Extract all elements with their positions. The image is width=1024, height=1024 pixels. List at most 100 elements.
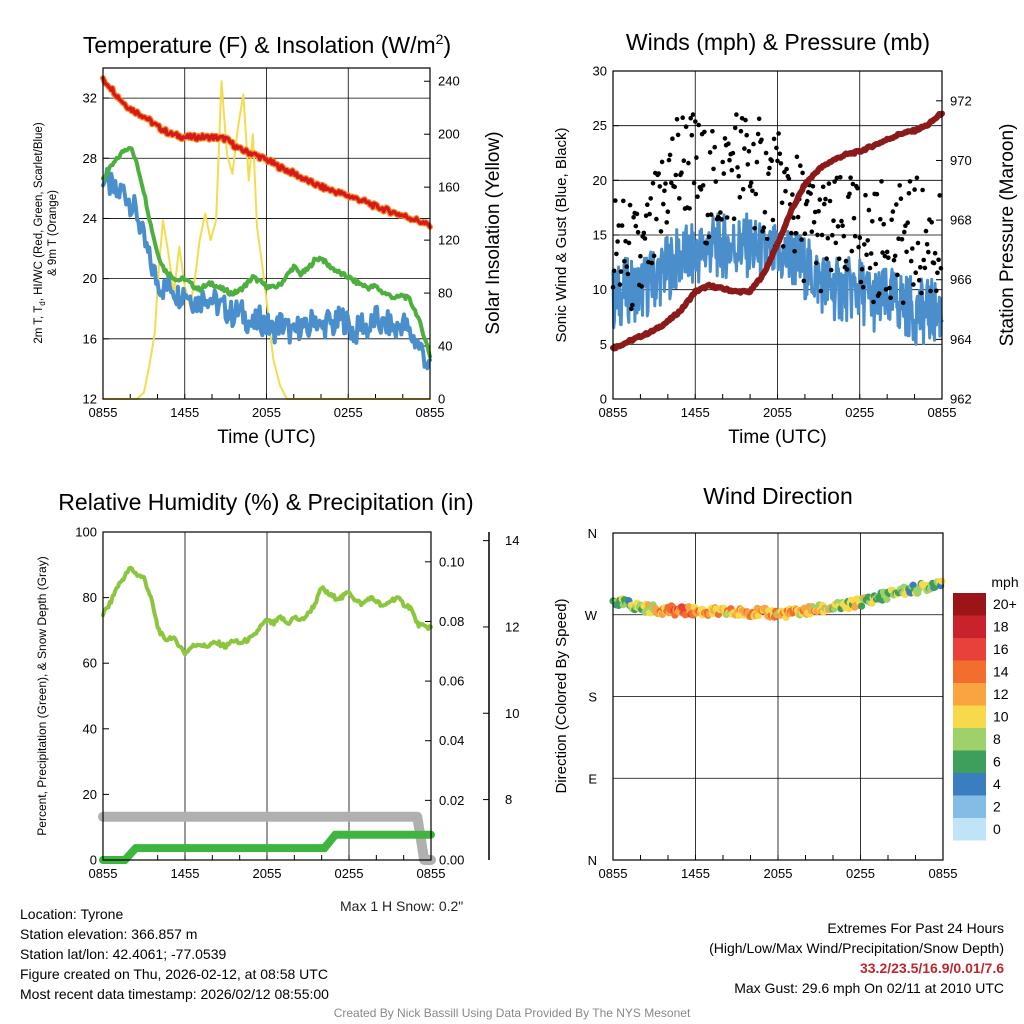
gust-point bbox=[790, 192, 795, 197]
gust-point bbox=[750, 188, 755, 194]
gust-point bbox=[679, 170, 684, 175]
gust-point bbox=[734, 112, 739, 117]
gust-point bbox=[711, 166, 716, 172]
gust-point bbox=[677, 196, 682, 201]
gust-point bbox=[639, 284, 644, 289]
gust-point bbox=[705, 212, 711, 218]
gust-point bbox=[808, 191, 813, 196]
gust-point bbox=[617, 282, 623, 287]
y-tick-label: 10 bbox=[593, 282, 607, 297]
gust-point bbox=[661, 201, 666, 207]
gust-point bbox=[793, 230, 799, 236]
gust-point bbox=[752, 226, 757, 231]
temperature-panel: Temperature (F) & Insolation (W/m2)0855 1… bbox=[33, 31, 504, 448]
gust-point bbox=[847, 191, 852, 197]
plot-frame bbox=[102, 67, 431, 400]
gust-point bbox=[654, 216, 659, 222]
gust-point bbox=[681, 158, 687, 163]
x-tick-label: 1455 bbox=[170, 405, 199, 420]
x-tick-label: 2055 bbox=[764, 866, 793, 881]
gust-point bbox=[830, 232, 835, 238]
gust-point bbox=[918, 265, 923, 270]
y2-tick-label: 40 bbox=[438, 339, 452, 354]
gust-point bbox=[814, 260, 819, 266]
y2-tick-label: 240 bbox=[438, 74, 460, 89]
precip-tick-label: 0.10 bbox=[439, 554, 464, 569]
legend-label: 0 bbox=[993, 821, 1001, 837]
gust-point bbox=[651, 253, 657, 259]
gust-point bbox=[735, 165, 740, 170]
location-text: Location: Tyrone bbox=[20, 906, 124, 922]
gust-point bbox=[729, 167, 735, 173]
gust-point bbox=[690, 112, 696, 117]
gust-point bbox=[751, 141, 756, 147]
y-tick-label: N bbox=[588, 526, 597, 541]
gust-point bbox=[802, 231, 808, 236]
gust-point bbox=[884, 249, 890, 255]
gust-point bbox=[650, 181, 656, 186]
snow-tick-label: 8 bbox=[505, 792, 512, 807]
gust-point bbox=[619, 223, 625, 228]
gust-point bbox=[860, 284, 866, 290]
gust-point bbox=[857, 235, 863, 240]
gust-point bbox=[913, 270, 918, 276]
extremes-title: Extremes For Past 24 Hours bbox=[827, 920, 1004, 936]
gust-point bbox=[672, 184, 677, 190]
gust-point bbox=[899, 237, 905, 242]
gust-point bbox=[710, 129, 715, 134]
x-tick-label: 0855 bbox=[416, 405, 445, 420]
gust-point bbox=[819, 232, 825, 238]
chart-title: Wind Direction bbox=[703, 483, 853, 509]
y-tick-label: 16 bbox=[83, 331, 97, 346]
extremes-subtitle: (High/Low/Max Wind/Precipitation/Snow De… bbox=[709, 940, 1004, 956]
gust-point bbox=[629, 306, 634, 312]
gust-point bbox=[822, 201, 827, 207]
gust-point bbox=[695, 194, 700, 199]
direction-point bbox=[938, 577, 946, 585]
gust-point bbox=[618, 269, 624, 274]
x-tick-label: 0855 bbox=[417, 866, 446, 881]
gust-point bbox=[683, 124, 689, 129]
gust-point bbox=[914, 175, 920, 181]
gust-point bbox=[658, 229, 664, 234]
gust-point bbox=[886, 255, 891, 260]
gust-point bbox=[754, 159, 760, 165]
gust-point bbox=[666, 157, 672, 163]
y-tick-label: 24 bbox=[83, 211, 97, 226]
gust-point bbox=[748, 180, 754, 186]
gust-point bbox=[779, 200, 785, 206]
gust-point bbox=[721, 171, 727, 176]
gust-point bbox=[687, 206, 692, 211]
gust-point bbox=[777, 151, 783, 157]
x-axis-label: Time (UTC) bbox=[217, 427, 316, 448]
gust-point bbox=[775, 158, 780, 164]
gust-point bbox=[627, 202, 633, 208]
gust-point bbox=[766, 171, 771, 176]
gust-point bbox=[825, 235, 831, 241]
gust-point bbox=[839, 218, 844, 224]
gust-point bbox=[896, 236, 901, 241]
y-tick-label: 5 bbox=[600, 337, 607, 352]
y-tick-label: N bbox=[588, 853, 597, 868]
gust-point bbox=[657, 184, 663, 189]
gust-point bbox=[849, 248, 855, 254]
gust-point bbox=[623, 238, 628, 244]
precip-tick-label: 0.02 bbox=[439, 793, 464, 808]
gust-point bbox=[850, 181, 856, 187]
gust-point bbox=[816, 209, 821, 214]
y-tick-label: 40 bbox=[83, 721, 97, 736]
y2-tick-label: 968 bbox=[950, 213, 972, 228]
gust-point bbox=[696, 122, 701, 128]
gust-point bbox=[647, 211, 652, 217]
gust-point bbox=[662, 188, 667, 194]
legend-swatch bbox=[953, 795, 986, 818]
gust-point bbox=[892, 253, 898, 259]
x-tick-label: 2055 bbox=[763, 405, 792, 420]
gust-point bbox=[894, 202, 899, 207]
legend-swatch bbox=[953, 638, 986, 661]
gust-point bbox=[680, 115, 685, 120]
gust-point bbox=[698, 187, 704, 192]
gust-point bbox=[746, 149, 752, 154]
gust-point bbox=[897, 183, 902, 188]
y-tick-label: 100 bbox=[75, 525, 97, 540]
